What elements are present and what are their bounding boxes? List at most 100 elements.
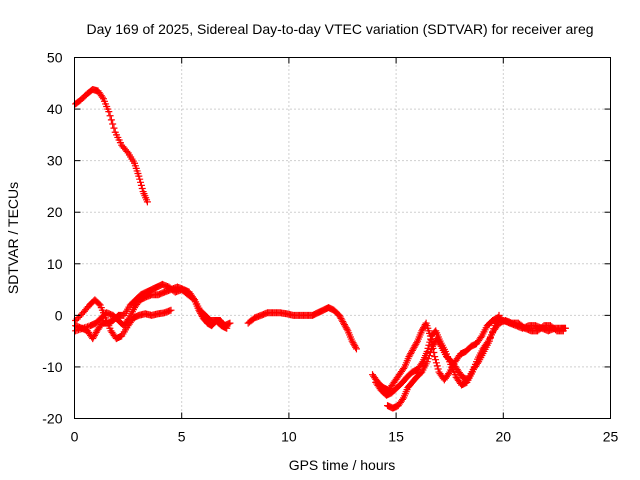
plot-frame <box>74 57 611 419</box>
data-point <box>433 362 441 370</box>
data-point <box>425 352 433 360</box>
data-point <box>341 322 349 330</box>
series-track-f <box>384 311 503 412</box>
data-point <box>405 353 413 361</box>
data-point <box>474 359 482 367</box>
data-point <box>136 175 144 183</box>
data-point <box>335 311 343 319</box>
data-point <box>435 339 443 347</box>
x-tick-label: 20 <box>496 429 512 445</box>
data-point <box>98 93 106 101</box>
data-point <box>432 359 440 367</box>
data-point <box>412 340 420 348</box>
data-point <box>407 350 415 358</box>
y-tick-label: 10 <box>47 256 63 272</box>
data-point <box>348 337 356 345</box>
data-point <box>167 306 175 314</box>
y-tick-label: -10 <box>42 359 62 375</box>
data-point <box>342 324 350 332</box>
data-point <box>350 340 358 348</box>
data-point <box>411 342 419 350</box>
x-axis-label: GPS time / hours <box>289 457 396 473</box>
data-point <box>418 327 426 335</box>
data-point <box>408 348 416 356</box>
data-point <box>436 341 444 349</box>
y-tick-label: -20 <box>42 411 62 427</box>
data-point <box>424 344 432 352</box>
x-tick-label: 5 <box>178 429 186 445</box>
data-point <box>423 347 431 355</box>
series-track-mid <box>244 304 360 353</box>
data-marks <box>72 85 569 412</box>
y-tick-label: 20 <box>47 204 63 220</box>
axis-ticks: 0 5 10 15 20 25 -20 -10 0 10 20 30 40 50 <box>42 50 618 445</box>
data-point <box>143 198 151 206</box>
data-point <box>427 345 435 353</box>
data-point <box>137 178 145 186</box>
data-point <box>339 318 347 326</box>
data-point <box>406 351 414 359</box>
data-point <box>110 124 118 132</box>
data-point <box>432 356 440 364</box>
data-point <box>91 330 99 338</box>
data-point <box>419 325 427 333</box>
data-point <box>90 331 98 339</box>
y-tick-label: 30 <box>47 153 63 169</box>
data-point <box>559 327 567 335</box>
data-point <box>429 341 437 349</box>
data-point <box>336 313 344 321</box>
data-point <box>423 358 431 366</box>
data-point <box>477 334 485 342</box>
data-point <box>488 331 496 339</box>
grid <box>74 57 611 419</box>
data-point <box>351 342 359 350</box>
y-tick-label: 40 <box>47 101 63 117</box>
data-point <box>89 335 97 343</box>
data-point <box>349 339 357 347</box>
data-point <box>352 343 360 351</box>
data-point <box>434 336 442 344</box>
data-point <box>399 395 407 403</box>
data-point <box>426 348 434 356</box>
data-point <box>485 337 493 345</box>
data-point <box>223 324 231 332</box>
data-point <box>421 321 429 329</box>
data-point <box>105 108 113 116</box>
data-point <box>431 353 439 361</box>
data-point <box>429 342 437 350</box>
data-point <box>400 364 408 372</box>
data-point <box>109 120 117 128</box>
data-point <box>343 325 351 333</box>
data-point <box>409 345 417 353</box>
data-point <box>408 346 416 354</box>
data-point <box>435 338 443 346</box>
data-point <box>495 311 503 319</box>
data-point <box>340 321 348 329</box>
data-point <box>490 325 498 333</box>
data-point <box>107 116 115 124</box>
series-track-e <box>372 317 567 399</box>
data-point <box>489 328 497 336</box>
data-point <box>486 334 494 342</box>
chart-title: Day 169 of 2025, Sidereal Day-to-day VTE… <box>86 21 593 37</box>
x-tick-label: 25 <box>603 429 619 445</box>
x-tick-label: 10 <box>281 429 297 445</box>
data-point <box>123 147 131 155</box>
data-point <box>90 333 98 341</box>
data-point <box>340 319 348 327</box>
data-point <box>424 355 432 363</box>
data-point <box>433 335 441 343</box>
data-point <box>413 339 421 347</box>
data-point <box>76 312 84 320</box>
data-point <box>445 370 453 378</box>
data-point <box>135 172 143 180</box>
data-point <box>434 365 442 373</box>
data-point <box>137 181 145 189</box>
data-point <box>338 316 346 324</box>
series-track-high <box>72 85 151 206</box>
data-point <box>352 345 360 353</box>
data-point <box>95 300 103 308</box>
y-tick-label: 50 <box>47 50 63 66</box>
data-point <box>410 343 418 351</box>
